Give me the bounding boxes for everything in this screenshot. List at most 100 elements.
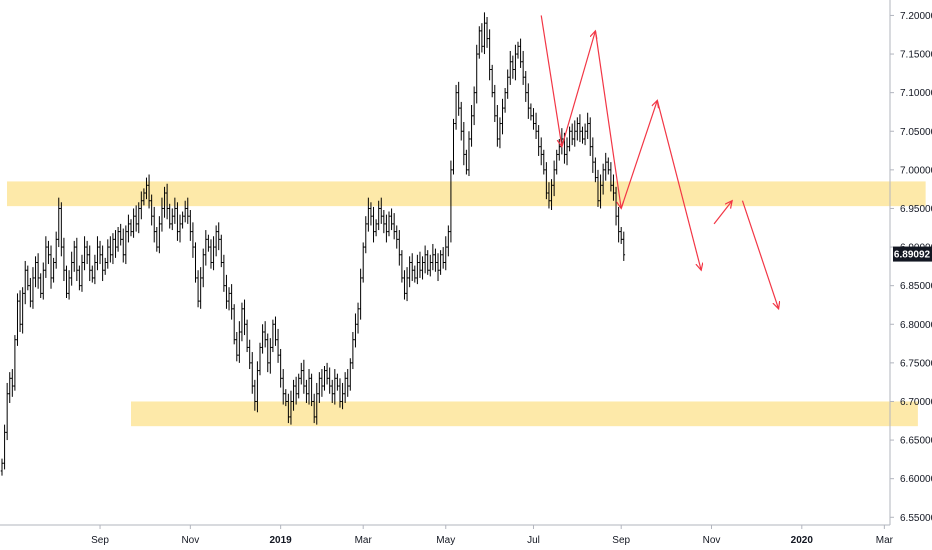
ohlc-bar xyxy=(271,319,275,353)
price-tick-label: 6.80000 xyxy=(900,320,932,331)
ohlc-bar xyxy=(276,328,280,363)
ohlc-bar xyxy=(377,200,380,231)
time-axis[interactable]: SepNov2019MarMayJulSepNov2020MarMay xyxy=(91,525,932,546)
price-tick-label: 7.00000 xyxy=(900,165,932,176)
time-tick-label: Nov xyxy=(181,535,199,546)
ohlc-bars xyxy=(0,12,626,476)
ohlc-bar xyxy=(261,324,264,354)
ohlc-bar xyxy=(498,117,502,149)
ohlc-bar xyxy=(152,206,156,243)
ohlc-bar xyxy=(506,69,509,99)
ohlc-bar xyxy=(281,369,285,405)
ohlc-bar xyxy=(524,71,528,102)
ohlc-bar xyxy=(5,382,9,441)
ohlc-bar xyxy=(529,103,533,121)
price-axis[interactable]: 7.20000 7.15000 7.10000 7.05000 7.00000 6.950… xyxy=(890,11,932,524)
ohlc-bar xyxy=(537,125,540,156)
ohlc-bar xyxy=(60,202,63,257)
ohlc-bar xyxy=(614,186,618,226)
ohlc-bar xyxy=(294,376,298,405)
ohlc-bar xyxy=(441,247,445,269)
ohlc-bar xyxy=(47,240,50,265)
ohlc-bar xyxy=(516,41,520,59)
time-tick-label: 2020 xyxy=(791,535,814,546)
ohlc-bar xyxy=(542,149,546,175)
ohlc-bar xyxy=(405,267,409,302)
time-tick-label: Sep xyxy=(91,535,109,546)
ohlc-bar xyxy=(336,373,339,391)
ohlc-bar xyxy=(11,369,14,397)
ohlc-bar xyxy=(619,226,623,244)
zigzag-segment xyxy=(620,100,657,209)
ohlc-bar xyxy=(160,197,164,232)
ohlc-bar xyxy=(116,226,120,252)
ohlc-bar xyxy=(83,236,86,271)
ohlc-bar xyxy=(594,157,597,183)
ohlc-bar xyxy=(604,152,608,181)
ohlc-bar xyxy=(601,163,605,195)
ohlc-bar xyxy=(103,257,107,275)
ohlc-bar xyxy=(395,225,399,249)
ohlc-bar xyxy=(266,333,270,373)
time-tick-label: Mar xyxy=(876,535,894,546)
ohlc-bar xyxy=(462,121,466,166)
ohlc-bar xyxy=(607,157,610,175)
ohlc-bar xyxy=(576,117,579,141)
ohlc-bar xyxy=(346,369,350,397)
ohlc-bar xyxy=(269,338,272,374)
ohlc-bar xyxy=(382,210,386,234)
ohlc-bar xyxy=(431,243,435,271)
ohlc-bar xyxy=(26,265,30,291)
price-tick-label: 7.05000 xyxy=(900,127,932,138)
ohlc-bar xyxy=(501,98,504,135)
ohlc-bar xyxy=(341,382,344,410)
ohlc-bar xyxy=(364,216,368,254)
ohlc-bar xyxy=(52,257,55,283)
ohlc-bar xyxy=(57,197,61,248)
ohlc-bar xyxy=(209,239,213,269)
ohlc-bar xyxy=(475,44,479,104)
ohlc-bar xyxy=(140,191,143,220)
ohlc-bar xyxy=(557,138,561,161)
ohlc-bar xyxy=(423,245,427,274)
time-tick-label: Nov xyxy=(703,535,721,546)
ohlc-bar xyxy=(155,226,159,252)
ohlc-bar xyxy=(258,342,262,376)
ohlc-bar xyxy=(168,203,171,229)
ohlc-bar xyxy=(485,16,489,48)
ohlc-bar xyxy=(287,393,290,424)
ohlc-bar xyxy=(374,219,378,237)
ohlc-bar xyxy=(75,237,79,282)
time-tick-label: 2019 xyxy=(270,535,293,546)
ohlc-bar xyxy=(519,38,522,68)
ohlc-bar xyxy=(214,225,218,257)
ohlc-bar xyxy=(390,208,393,231)
ohlc-bar xyxy=(284,389,288,407)
ohlc-bar xyxy=(550,179,553,210)
ohlc-bar xyxy=(124,225,128,265)
ohlc-bar xyxy=(98,240,102,265)
time-tick-label: Sep xyxy=(612,535,630,546)
ohlc-bar xyxy=(18,290,22,332)
price-tick-label: 6.55000 xyxy=(900,513,932,524)
ohlc-bar xyxy=(568,126,571,152)
ohlc-bar xyxy=(434,248,437,272)
ohlc-bar xyxy=(552,160,556,197)
ohlc-bar xyxy=(36,253,40,289)
ohlc-bar xyxy=(3,424,6,470)
ohlc-bar xyxy=(142,188,146,206)
ohlc-bar xyxy=(400,250,404,283)
ohlc-bar xyxy=(490,64,494,98)
ohlc-bar xyxy=(547,182,551,209)
ohlc-bar xyxy=(310,373,313,407)
ohlc-bar xyxy=(359,268,362,320)
ohlc-bar xyxy=(129,219,133,237)
price-tick-label: 7.20000 xyxy=(900,11,932,22)
ohlc-bar xyxy=(532,108,535,130)
ohlc-bar xyxy=(436,253,440,282)
ohlc-bar xyxy=(586,112,589,139)
ohlc-bar xyxy=(478,26,481,59)
ohlc-bar xyxy=(599,174,602,209)
ohlc-bar xyxy=(508,50,512,85)
